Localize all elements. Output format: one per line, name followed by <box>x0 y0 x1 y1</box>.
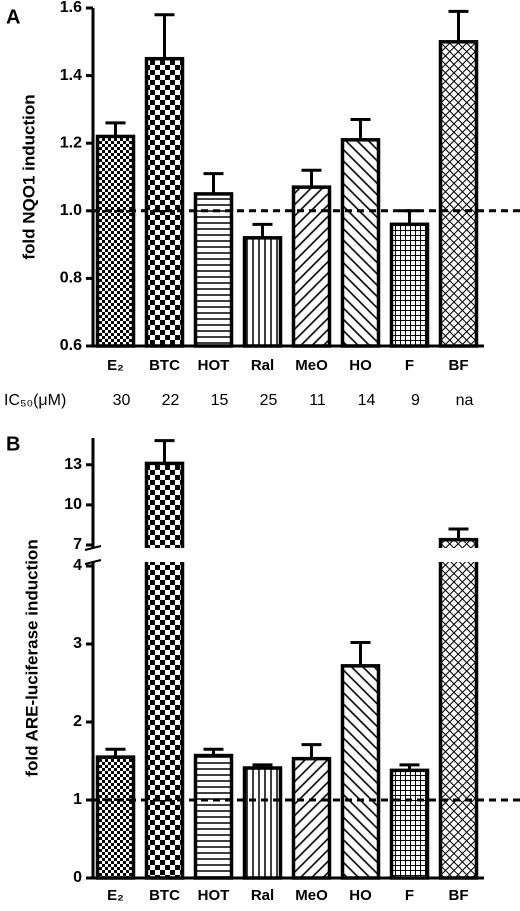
bar <box>438 40 479 348</box>
x-tick-label: F <box>405 357 414 374</box>
x-tick-label: BF <box>449 357 469 374</box>
y-tick-label: 10 <box>64 496 82 513</box>
error-bar <box>154 439 175 464</box>
y-tick-label: 1 <box>73 791 82 808</box>
y-tick-label: 2 <box>73 713 82 730</box>
x-tick-label: E₂ <box>107 887 124 904</box>
error-bar <box>399 209 420 225</box>
error-bar <box>105 121 126 137</box>
error-bar <box>448 9 469 42</box>
error-bar <box>448 527 469 540</box>
x-tick-label: F <box>405 887 414 904</box>
ic50-value: 22 <box>162 392 180 409</box>
y-axis-title: fold NQO1 induction <box>19 94 38 259</box>
x-tick-label: HO <box>349 357 372 374</box>
bar <box>340 138 381 348</box>
ic50-value: 9 <box>411 392 420 409</box>
ic50-label: IC₅₀(μM) <box>4 392 66 409</box>
bar <box>193 753 234 880</box>
bar <box>389 222 430 348</box>
ic50-value: 14 <box>358 392 376 409</box>
x-tick-label: MeO <box>295 887 328 904</box>
ic50-value: 30 <box>113 392 131 409</box>
y-tick-label: 0 <box>73 869 82 886</box>
x-tick-label: Ral <box>251 887 274 904</box>
panel-label: A <box>6 6 20 28</box>
y-tick-label: 1.6 <box>60 0 82 16</box>
error-bar <box>252 222 273 238</box>
ic50-value: na <box>456 392 474 409</box>
y-axis-title: fold ARE-luciferase induction <box>22 539 41 776</box>
error-bar <box>301 168 322 188</box>
y-tick-label: 0.6 <box>60 337 82 354</box>
bar <box>144 461 185 880</box>
bar <box>389 768 430 880</box>
bar <box>291 756 332 880</box>
y-tick-label: 4 <box>73 557 82 574</box>
error-bar <box>350 640 371 666</box>
panel-label: B <box>6 433 20 455</box>
bar <box>95 134 136 348</box>
x-tick-label: Ral <box>251 357 274 374</box>
y-tick-label: 1.4 <box>60 67 82 84</box>
bar <box>242 766 283 880</box>
error-bar <box>350 118 371 140</box>
x-tick-label: BTC <box>149 357 180 374</box>
x-tick-label: E₂ <box>107 357 124 374</box>
ic50-value: 15 <box>211 392 229 409</box>
ic50-value: 11 <box>309 392 326 409</box>
error-bar <box>301 743 322 759</box>
y-tick-label: 1.0 <box>60 202 82 219</box>
y-tick-label: 13 <box>64 456 82 473</box>
y-tick-label: 3 <box>73 635 82 652</box>
bar <box>242 236 283 348</box>
error-bar <box>203 172 224 194</box>
error-bar <box>154 13 175 59</box>
x-tick-label: BF <box>449 887 469 904</box>
break-mark <box>84 559 102 565</box>
x-tick-label: HOT <box>198 357 230 374</box>
break-mark <box>84 545 102 551</box>
ic50-value: 25 <box>260 392 278 409</box>
bar <box>95 755 136 880</box>
x-tick-label: BTC <box>149 887 180 904</box>
y-tick-label: 0.8 <box>60 270 82 287</box>
bar <box>193 192 234 348</box>
x-tick-label: HO <box>349 887 372 904</box>
bar <box>438 537 479 880</box>
x-tick-label: MeO <box>295 357 328 374</box>
y-tick-label: 7 <box>73 536 82 553</box>
bar <box>340 664 381 880</box>
axis-break <box>85 548 486 562</box>
y-tick-label: 1.2 <box>60 134 82 151</box>
bar <box>144 56 185 348</box>
x-tick-label: HOT <box>198 887 230 904</box>
